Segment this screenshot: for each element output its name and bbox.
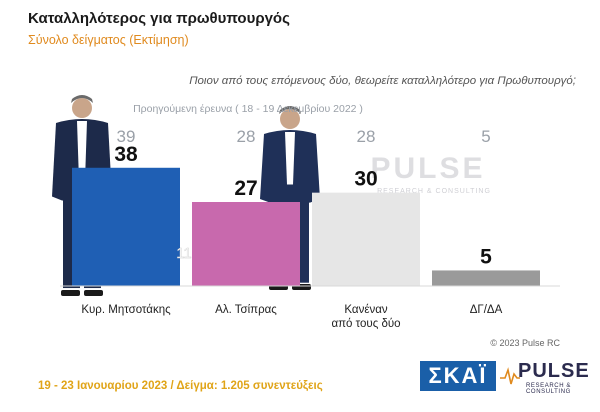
- pulse-logo: PULSE RESEARCH & CONSULTING: [500, 360, 590, 395]
- category-labels-group: Κυρ. Μητσοτάκης Αλ. Τσίπρας Κανέναν από του…: [81, 304, 502, 330]
- bar: [312, 192, 420, 286]
- survey-footer: 19 - 23 Ιανουαρίου 2023 / Δείγμα: 1.205 …: [38, 380, 323, 392]
- value-label: 38: [114, 143, 138, 166]
- bar: [72, 167, 180, 286]
- previous-series-label: Προηγούμενη έρευνα ( 18 - 19 Δεκεμβρίου …: [133, 103, 363, 115]
- skai-logo: ΣΚΑΪ: [420, 361, 496, 391]
- value-label: 30: [354, 168, 377, 191]
- pulse-logo-tagline: RESEARCH & CONSULTING: [526, 383, 572, 395]
- category-label: Κυρ. Μητσοτάκης: [81, 304, 171, 316]
- watermark-tagline: RESEARCH & CONSULTING: [377, 188, 491, 195]
- survey-question: Ποιον από τους επόμενους δύο, θεωρείτε κ…: [189, 75, 576, 87]
- pulse-watermark: PULSE RESEARCH & CONSULTING: [370, 152, 491, 195]
- annotation-label: 11: [176, 245, 192, 262]
- heartbeat-line-icon: [500, 367, 520, 385]
- bars-group: [60, 167, 560, 287]
- previous-value-label: 5: [481, 127, 490, 146]
- value-label: 5: [480, 245, 492, 268]
- previous-value-label: 28: [237, 127, 256, 146]
- category-label: Κανέναν: [344, 304, 387, 316]
- copyright-text: © 2023 Pulse RC: [490, 338, 560, 348]
- category-label: Αλ. Τσίπρας: [215, 304, 277, 316]
- previous-value-label: 28: [357, 127, 376, 146]
- value-labels-group: 38 27 30 5 11: [114, 143, 492, 269]
- bar: [432, 270, 540, 286]
- previous-values-group: 39 28 28 5: [117, 127, 491, 146]
- bar: [192, 202, 300, 286]
- category-label: ΔΓ/ΔΑ: [470, 304, 503, 316]
- pulse-logo-word: PULSE: [518, 360, 590, 382]
- value-label: 27: [234, 177, 257, 200]
- chart-title: Καταλληλότερος για πρωθυπουργός: [28, 10, 290, 27]
- category-label: από τους δύο: [331, 318, 400, 330]
- chart-subtitle: Σύνολο δείγματος (Εκτίμηση): [28, 33, 189, 47]
- previous-value-label: 39: [117, 127, 136, 146]
- watermark-brand: PULSE: [370, 152, 485, 185]
